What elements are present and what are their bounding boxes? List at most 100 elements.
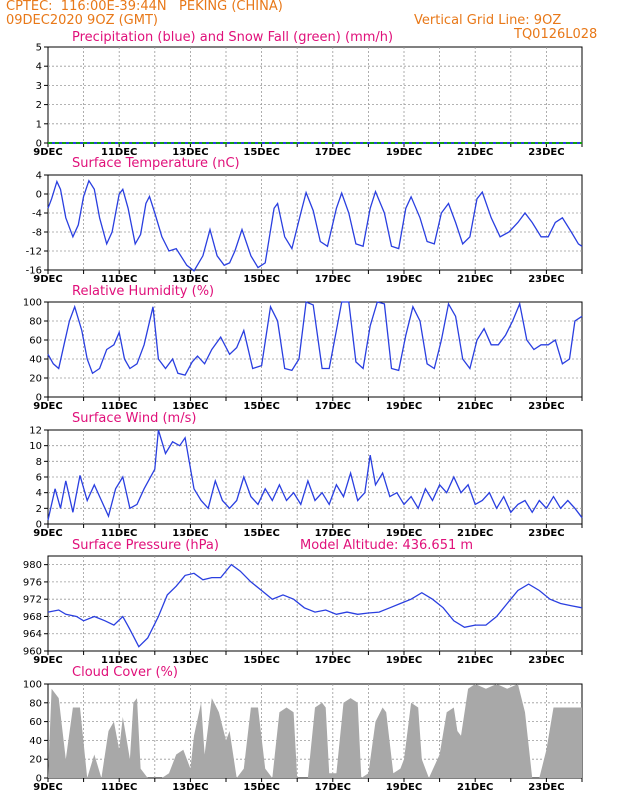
precip-ytick-label: 0 <box>36 139 42 150</box>
rh-xtick-label: 19DEC <box>386 401 422 412</box>
precip-xtick-label: 9DEC <box>33 147 62 158</box>
cloud-xtick-label: 15DEC <box>243 782 279 793</box>
pressure-xtick-label: 13DEC <box>172 655 208 666</box>
wind-xtick-label: 21DEC <box>457 528 493 539</box>
wind-xtick-label: 9DEC <box>33 528 62 539</box>
header-grid-note: Vertical Grid Line: 9OZ <box>414 13 562 28</box>
wind-xtick-label: 19DEC <box>386 528 422 539</box>
temp-line <box>47 179 583 272</box>
temp-ytick-label: -4 <box>32 209 42 220</box>
temp-xtick-label: 23DEC <box>528 274 564 285</box>
temp-xtick-label: 15DEC <box>243 274 279 285</box>
precip-ytick-label: 4 <box>36 62 42 73</box>
wind-ytick-label: 6 <box>36 473 42 484</box>
pressure-ytick-label: 968 <box>23 612 42 623</box>
precip-ytick-label: 2 <box>36 100 42 111</box>
pressure-model-altitude: Model Altitude: 436.651 m <box>300 538 474 553</box>
pressure-xtick-label: 11DEC <box>101 655 137 666</box>
temp-ytick-label: 0 <box>36 190 42 201</box>
pressure-xtick-label: 19DEC <box>386 655 422 666</box>
temp-xtick-label: 13DEC <box>172 274 208 285</box>
temp-xtick-label: 9DEC <box>33 274 62 285</box>
pressure-ytick-label: 976 <box>23 577 42 588</box>
wind-ytick-label: 8 <box>36 457 42 468</box>
temp-xtick-label: 21DEC <box>457 274 493 285</box>
precip-ytick-label: 5 <box>36 43 42 54</box>
cloud-xtick-label: 13DEC <box>172 782 208 793</box>
cloud-xtick-label: 17DEC <box>315 782 351 793</box>
cloud-title: Cloud Cover (%) <box>72 665 178 680</box>
rh-xtick-label: 9DEC <box>33 401 62 412</box>
header-station: CPTEC: 116:00E-39:44N PEKING (CHINA) <box>6 0 283 14</box>
rh-xtick-label: 13DEC <box>172 401 208 412</box>
pressure-ytick-label: 960 <box>23 647 42 658</box>
pressure-ytick-label: 964 <box>23 629 42 640</box>
precip-xtick-label: 15DEC <box>243 147 279 158</box>
cloud-ytick-label: 100 <box>23 680 42 691</box>
temp-ytick-label: -8 <box>32 228 42 239</box>
temp-ytick-label: -16 <box>26 266 42 277</box>
header-code: TQ0126L028 <box>514 27 598 42</box>
pressure-frame <box>47 555 583 652</box>
temp-ytick-label: 4 <box>36 171 42 182</box>
pressure-xtick-label: 23DEC <box>528 655 564 666</box>
wind-ytick-label: 2 <box>36 504 42 515</box>
rh-ytick-label: 0 <box>36 393 42 404</box>
rh-line <box>47 301 583 376</box>
wind-xtick-label: 23DEC <box>528 528 564 539</box>
pressure-xtick-label: 21DEC <box>457 655 493 666</box>
rh-xtick-label: 23DEC <box>528 401 564 412</box>
precip-ytick-label: 1 <box>36 119 42 130</box>
precip-frame <box>47 46 583 144</box>
wind-xtick-label: 13DEC <box>172 528 208 539</box>
cloud-xtick-label: 21DEC <box>457 782 493 793</box>
temp-xtick-label: 19DEC <box>386 274 422 285</box>
temp-title: Surface Temperature (nC) <box>72 156 240 171</box>
cloud-ytick-label: 60 <box>29 717 42 728</box>
pressure-ytick-label: 980 <box>23 560 42 571</box>
temp-frame <box>47 174 583 271</box>
precip-xtick-label: 23DEC <box>528 147 564 158</box>
cloud-xtick-label: 9DEC <box>33 782 62 793</box>
rh-ytick-label: 80 <box>29 317 42 328</box>
cloud-ytick-label: 80 <box>29 698 42 709</box>
temp-xtick-label: 17DEC <box>315 274 351 285</box>
rh-xtick-label: 17DEC <box>315 401 351 412</box>
wind-ytick-label: 10 <box>29 441 42 452</box>
wind-ytick-label: 0 <box>36 520 42 531</box>
wind-xtick-label: 15DEC <box>243 528 279 539</box>
precip-title: Precipitation (blue) and Snow Fall (gree… <box>72 30 394 45</box>
rh-ytick-label: 20 <box>29 374 42 385</box>
pressure-line <box>47 563 583 648</box>
wind-ytick-label: 4 <box>36 488 42 499</box>
cloud-ytick-label: 40 <box>29 736 42 747</box>
wind-xtick-label: 17DEC <box>315 528 351 539</box>
pressure-xtick-label: 9DEC <box>33 655 62 666</box>
temp-xtick-label: 11DEC <box>101 274 137 285</box>
rh-xtick-label: 11DEC <box>101 401 137 412</box>
cloud-ytick-label: 0 <box>36 774 42 785</box>
wind-ytick-label: 12 <box>29 426 42 437</box>
wind-line <box>47 429 583 521</box>
pressure-title: Surface Pressure (hPa) <box>72 538 219 553</box>
precip-ytick-label: 3 <box>36 81 42 92</box>
precip-xtick-label: 17DEC <box>315 147 351 158</box>
cloud-xtick-label: 19DEC <box>386 782 422 793</box>
rh-ytick-label: 40 <box>29 355 42 366</box>
pressure-xtick-label: 15DEC <box>243 655 279 666</box>
precip-xtick-label: 19DEC <box>386 147 422 158</box>
precip-xtick-label: 11DEC <box>101 147 137 158</box>
rh-ytick-label: 60 <box>29 336 42 347</box>
rh-title: Relative Humidity (%) <box>72 284 215 299</box>
wind-xtick-label: 11DEC <box>101 528 137 539</box>
precip-xtick-label: 21DEC <box>457 147 493 158</box>
rh-xtick-label: 21DEC <box>457 401 493 412</box>
cloud-xtick-label: 23DEC <box>528 782 564 793</box>
pressure-ytick-label: 972 <box>23 595 42 606</box>
temp-ytick-label: -12 <box>26 247 42 258</box>
precip-xtick-label: 13DEC <box>172 147 208 158</box>
rh-xtick-label: 15DEC <box>243 401 279 412</box>
rh-ytick-label: 100 <box>23 298 42 309</box>
cloud-ytick-label: 20 <box>29 755 42 766</box>
